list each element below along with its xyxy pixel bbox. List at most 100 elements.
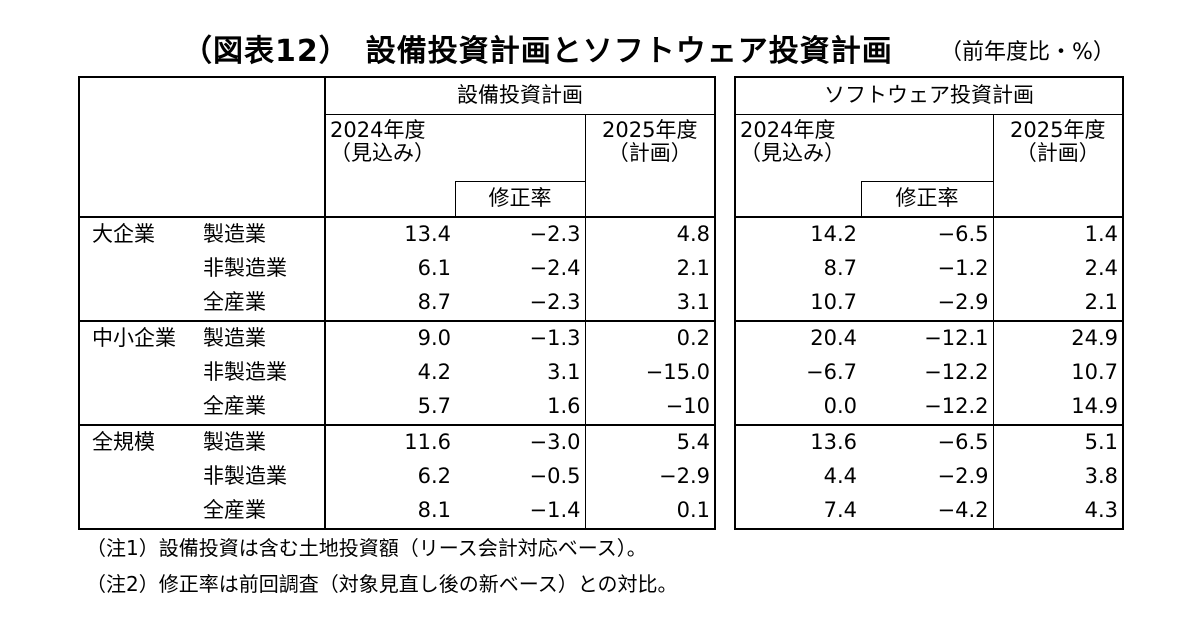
software-value-cell: 24.9 xyxy=(992,319,1123,356)
capex-value-cell: 4.2 xyxy=(417,359,451,384)
software-value-cell: −12.2 xyxy=(924,393,989,418)
page-title: （図表12） 設備投資計画とソフトウェア投資計画 xyxy=(182,34,893,69)
company-size-label xyxy=(79,390,199,425)
software-value-cell: −6.5 xyxy=(861,215,993,252)
table-row: 13.6 −6.5 5.1 xyxy=(735,423,1123,460)
software-value-cell: 2.4 xyxy=(992,251,1123,286)
table-row: 中小企業 製造業 9.0 −1.3 0.2 xyxy=(79,319,715,356)
software-value-cell: −6.5 xyxy=(861,423,993,460)
table-row: 10.7 −2.9 2.1 xyxy=(735,285,1123,321)
software-value-cell: 10.7 xyxy=(810,289,857,314)
software-fy2024-header: 2024年度 （見込み） xyxy=(740,118,845,166)
industry-label: 製造業 xyxy=(199,423,326,460)
company-size-label xyxy=(79,356,199,390)
software-value-cell: 13.6 xyxy=(735,423,861,460)
table-row: 全規模 製造業 11.6 −3.0 5.4 xyxy=(79,423,715,460)
industry-label: 全産業 xyxy=(199,493,326,529)
software-value-cell: 14.2 xyxy=(735,215,861,252)
note-2: （注2）修正率は前回調査（対象見直し後の新ベース）との対比。 xyxy=(86,572,678,596)
capex-value-cell: −15.0 xyxy=(584,355,715,390)
software-value-cell: 14.9 xyxy=(992,389,1123,425)
capex-fy2025-header: 2025年度 （計画） xyxy=(584,114,715,217)
title-bar: （図表12） 設備投資計画とソフトウェア投資計画 （前年度比・%） xyxy=(0,26,1198,74)
software-value-cell: 8.7 xyxy=(823,255,857,280)
capex-value-cell: −10 xyxy=(584,389,715,425)
capex-value-cell: −2.3 xyxy=(455,215,585,252)
software-value-cell: −12.1 xyxy=(861,319,993,356)
capex-value-cell: 9.0 xyxy=(325,319,455,356)
capex-value-cell: 5.4 xyxy=(584,423,715,460)
note-1: （注1）設備投資は含む土地投資額（リース会計対応ベース）。 xyxy=(86,536,647,560)
capex-revision-header: 修正率 xyxy=(454,181,586,217)
industry-label: 製造業 xyxy=(199,215,326,252)
software-section-title: ソフトウェア投資計画 xyxy=(735,77,1123,115)
notes: （注1）設備投資は含む土地投資額（リース会計対応ベース）。 （注2）修正率は前回… xyxy=(86,530,678,602)
capex-value-cell: 4.8 xyxy=(584,215,715,252)
software-table: ソフトウェア投資計画 2024年度 （見込み） 2025年度 （計画） 修正率 14… xyxy=(734,76,1124,530)
table-row: 全産業 5.7 1.6 −10 xyxy=(79,389,715,425)
capex-value-cell: 0.1 xyxy=(584,493,715,529)
table-row: −6.7 −12.2 10.7 xyxy=(735,355,1123,390)
company-size-label: 大企業 xyxy=(79,215,199,252)
software-value-cell: 5.1 xyxy=(992,423,1123,460)
table-row: 非製造業 6.2 −0.5 −2.9 xyxy=(79,459,715,494)
software-value-cell: −12.2 xyxy=(924,359,989,384)
capex-value-cell: −1.4 xyxy=(529,497,581,522)
capex-value-cell: 2.1 xyxy=(584,251,715,286)
software-value-cell: −6.7 xyxy=(806,359,857,384)
company-size-label xyxy=(79,286,199,321)
industry-label: 非製造業 xyxy=(199,459,326,494)
capex-value-cell: 3.1 xyxy=(584,285,715,321)
capex-value-cell: 8.1 xyxy=(417,497,451,522)
capex-value-cell: 11.6 xyxy=(325,423,455,460)
software-value-cell: 4.4 xyxy=(823,463,857,488)
software-value-cell: 7.4 xyxy=(823,497,857,522)
software-revision-header: 修正率 xyxy=(860,181,994,217)
capex-value-cell: −1.3 xyxy=(455,319,585,356)
capex-value-cell: 1.6 xyxy=(547,393,581,418)
table-row: 0.0 −12.2 14.9 xyxy=(735,389,1123,425)
company-size-label xyxy=(79,494,199,529)
company-size-label: 全規模 xyxy=(79,423,199,460)
capex-value-cell: 6.1 xyxy=(417,255,451,280)
capex-value-cell: −3.0 xyxy=(455,423,585,460)
capex-value-cell: −2.4 xyxy=(529,255,581,280)
company-size-label: 中小企業 xyxy=(79,319,199,356)
capex-value-cell: −0.5 xyxy=(529,463,581,488)
capex-value-cell: 6.2 xyxy=(417,463,451,488)
table-row: 全産業 8.1 −1.4 0.1 xyxy=(79,493,715,529)
capex-value-cell: 13.4 xyxy=(325,215,455,252)
software-value-cell: 1.4 xyxy=(992,215,1123,252)
company-size-label xyxy=(79,252,199,286)
software-fy2025-header: 2025年度 （計画） xyxy=(992,114,1123,217)
industry-label: 全産業 xyxy=(199,389,326,425)
industry-label: 非製造業 xyxy=(199,251,326,286)
table-row: 20.4 −12.1 24.9 xyxy=(735,319,1123,356)
table-row: 全産業 8.7 −2.3 3.1 xyxy=(79,285,715,321)
industry-label: 製造業 xyxy=(199,319,326,356)
company-size-label xyxy=(79,460,199,494)
software-value-cell: −2.9 xyxy=(937,289,989,314)
table-row: 大企業 製造業 13.4 −2.3 4.8 xyxy=(79,215,715,252)
software-value-cell: 20.4 xyxy=(735,319,861,356)
software-value-cell: 0.0 xyxy=(823,393,857,418)
software-value-cell: 4.3 xyxy=(992,493,1123,529)
software-value-cell: −4.2 xyxy=(937,497,989,522)
capex-value-cell: 0.2 xyxy=(584,319,715,356)
software-value-cell: 3.8 xyxy=(992,459,1123,494)
capex-value-cell: 5.7 xyxy=(417,393,451,418)
capex-table: 設備投資計画 2024年度 （見込み） 2025年度 （計画） 修正率 大企業 製造業… xyxy=(78,76,716,530)
industry-label: 非製造業 xyxy=(199,355,326,390)
table-row: 非製造業 6.1 −2.4 2.1 xyxy=(79,251,715,286)
software-value-cell: 10.7 xyxy=(992,355,1123,390)
capex-fy2024-header: 2024年度 （見込み） xyxy=(330,118,435,166)
capex-value-cell: 3.1 xyxy=(547,359,581,384)
capex-value-cell: −2.3 xyxy=(529,289,581,314)
software-value-cell: −2.9 xyxy=(937,463,989,488)
capex-value-cell: 8.7 xyxy=(417,289,451,314)
table-row: 4.4 −2.9 3.8 xyxy=(735,459,1123,494)
software-value-cell: −1.2 xyxy=(937,255,989,280)
capex-section-title: 設備投資計画 xyxy=(325,77,715,115)
table-row: 7.4 −4.2 4.3 xyxy=(735,493,1123,529)
table-row: 8.7 −1.2 2.4 xyxy=(735,251,1123,286)
